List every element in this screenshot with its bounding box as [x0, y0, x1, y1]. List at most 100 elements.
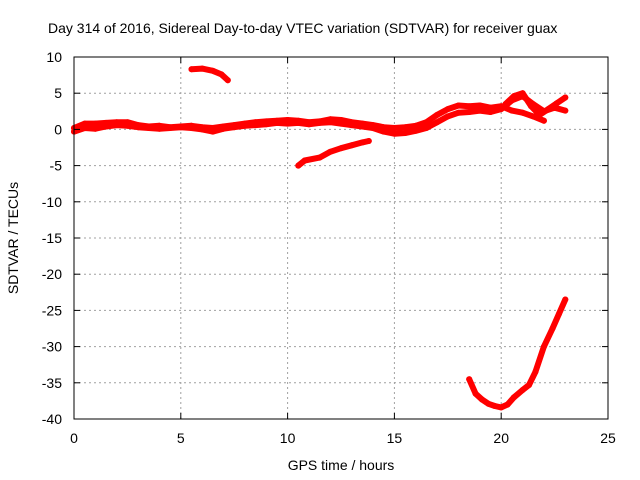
x-tick-label: 10 — [280, 430, 296, 446]
data-point — [135, 124, 142, 131]
data-point — [391, 125, 398, 131]
data-point — [434, 111, 441, 118]
y-tick-label: -25 — [42, 302, 62, 318]
data-point — [553, 100, 560, 107]
data-point — [338, 145, 344, 152]
data-point — [359, 123, 366, 130]
y-axis: 10 5 0 -5 -10 -15 -20 -25 -30 -35 -40 — [42, 49, 608, 427]
data-point — [188, 66, 195, 73]
data-point — [491, 403, 498, 409]
data-point — [295, 162, 302, 169]
y-tick-label: -10 — [42, 194, 62, 210]
data-point — [359, 139, 366, 146]
data-point — [519, 387, 526, 393]
data-point — [252, 122, 259, 129]
data-point — [156, 125, 163, 132]
data-point — [338, 120, 344, 127]
data-point — [455, 102, 462, 109]
series-track-5 — [295, 138, 372, 169]
data-point — [241, 122, 248, 129]
x-tick-label: 0 — [70, 430, 78, 446]
data-point — [466, 376, 473, 383]
data-point — [391, 130, 398, 137]
x-tick-label: 15 — [387, 430, 403, 446]
data-point — [504, 401, 511, 408]
chart-title: Day 314 of 2016, Sidereal Day-to-day VTE… — [48, 20, 557, 36]
data-point — [209, 67, 216, 74]
data-point — [81, 125, 88, 131]
x-axis: 0 5 10 15 20 25 — [70, 57, 616, 446]
data-point — [455, 109, 462, 116]
data-point — [124, 122, 131, 129]
data-point — [348, 142, 355, 149]
grid — [74, 57, 608, 419]
data-point — [479, 396, 485, 403]
data-point — [284, 120, 291, 127]
data-point — [540, 343, 547, 350]
data-point — [434, 119, 441, 126]
data-point — [502, 101, 509, 108]
data-point — [519, 90, 526, 97]
data-point — [220, 125, 227, 132]
data-point — [549, 325, 556, 332]
data-point — [316, 154, 323, 161]
y-tick-label: 10 — [46, 49, 62, 65]
data-point — [545, 106, 552, 113]
data-point — [511, 394, 517, 401]
y-tick-label: -5 — [50, 158, 63, 174]
data-point — [327, 148, 334, 155]
data-point — [562, 94, 569, 101]
data-point — [365, 138, 372, 144]
data-point — [92, 125, 99, 132]
data-point — [402, 130, 409, 136]
data-point — [562, 107, 569, 114]
data-point — [301, 157, 308, 164]
data-point — [562, 296, 569, 303]
data-point — [103, 123, 109, 130]
data-point — [145, 125, 152, 131]
data-point — [530, 113, 537, 120]
data-point — [476, 107, 483, 114]
data-point — [508, 107, 515, 114]
y-tick-label: 0 — [54, 121, 62, 137]
x-tick-label: 25 — [600, 430, 616, 446]
y-axis-label: SDTVAR / TECUs — [5, 182, 21, 294]
data-point — [412, 127, 419, 134]
data-point — [263, 121, 270, 128]
y-tick-label: -15 — [42, 230, 62, 246]
data-point — [423, 125, 430, 131]
data-point — [476, 102, 483, 109]
data-point — [498, 404, 505, 411]
data-point — [218, 71, 225, 78]
data-point — [199, 126, 206, 133]
data-point — [528, 103, 535, 110]
data-point — [167, 125, 174, 131]
y-tick-label: 5 — [54, 85, 62, 101]
data-point — [348, 122, 355, 129]
data-point — [487, 109, 494, 115]
data-point — [188, 125, 195, 131]
data-point — [444, 113, 451, 120]
data-point — [295, 119, 302, 126]
data-point — [231, 124, 238, 131]
data-point — [466, 109, 473, 115]
x-axis-label: GPS time / hours — [288, 457, 395, 473]
data-point — [555, 311, 562, 317]
data-point — [370, 125, 376, 131]
data-point — [199, 65, 206, 72]
x-tick-label: 5 — [177, 430, 185, 446]
data-point — [402, 124, 409, 131]
data-point — [113, 122, 120, 129]
data-point — [209, 128, 216, 135]
data-point — [423, 119, 430, 126]
data-point — [519, 109, 526, 116]
series-track-6 — [466, 296, 569, 411]
y-tick-label: -40 — [42, 411, 62, 427]
data-point — [316, 119, 323, 126]
data-series — [71, 65, 569, 411]
data-point — [485, 400, 492, 407]
data-point — [306, 121, 312, 128]
data-point — [273, 119, 280, 126]
data-point — [472, 390, 479, 397]
